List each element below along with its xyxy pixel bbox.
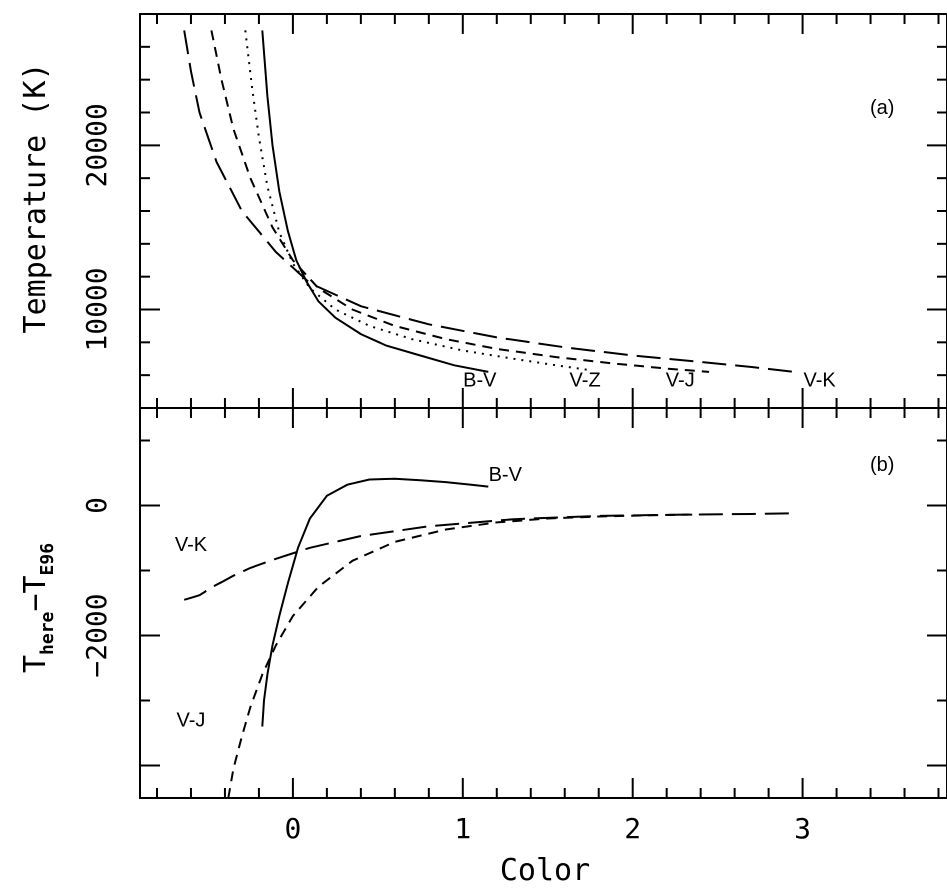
y-axis-title-b: There−TE96 xyxy=(18,543,58,673)
series-label-v-j-b: V-J xyxy=(177,710,206,732)
series-label-v-k-a: V-K xyxy=(803,370,836,392)
x-tick-label: 0 xyxy=(284,812,301,845)
y-title-b-sub2: E96 xyxy=(37,543,58,576)
series-label-b-v-b: B-V xyxy=(489,464,523,486)
panel-a-label: (a) xyxy=(870,97,894,119)
y-axis-title-a: Temperature (K) xyxy=(18,63,53,334)
y-title-b-sub1: here xyxy=(37,611,58,655)
y-title-b-main: T xyxy=(18,655,53,673)
series-line-v-z-a xyxy=(244,30,591,372)
panel-a-frame xyxy=(139,13,947,409)
panel-b-label: (b) xyxy=(870,454,894,476)
x-tick-label: 2 xyxy=(624,812,641,845)
series-label-b-v-a: B-V xyxy=(463,370,497,392)
labels: 10000 20000 B-V V-Z V-J V-K 0 −2000 0 1 2 3 B-V V-J V-… xyxy=(80,103,836,845)
y-tick-label-a: 20000 xyxy=(80,103,113,187)
panel-b-frame xyxy=(139,407,947,799)
series-line-v-k-b xyxy=(183,512,795,601)
series-label-v-k-b: V-K xyxy=(175,534,208,556)
x-tick-label: 3 xyxy=(794,812,811,845)
series-label-v-j-a: V-J xyxy=(666,370,695,392)
x-tick-label: 1 xyxy=(454,812,471,845)
y-title-b-minus: −T xyxy=(18,575,53,611)
series-label-v-z-a: V-Z xyxy=(570,370,601,392)
series-line-v-j-a xyxy=(210,30,710,373)
y-tick-label-a: 10000 xyxy=(80,267,113,351)
series-line-v-k-a xyxy=(183,30,795,373)
curves xyxy=(183,30,795,799)
series-line-v-j-b xyxy=(227,513,693,799)
series-line-b-v-b xyxy=(261,477,489,727)
y-tick-label-b: −2000 xyxy=(80,593,113,677)
axis-ticks xyxy=(140,14,947,798)
x-axis-title: Color xyxy=(500,853,590,888)
series-line-b-v-a xyxy=(261,30,489,373)
y-tick-label-b: 0 xyxy=(80,497,113,514)
